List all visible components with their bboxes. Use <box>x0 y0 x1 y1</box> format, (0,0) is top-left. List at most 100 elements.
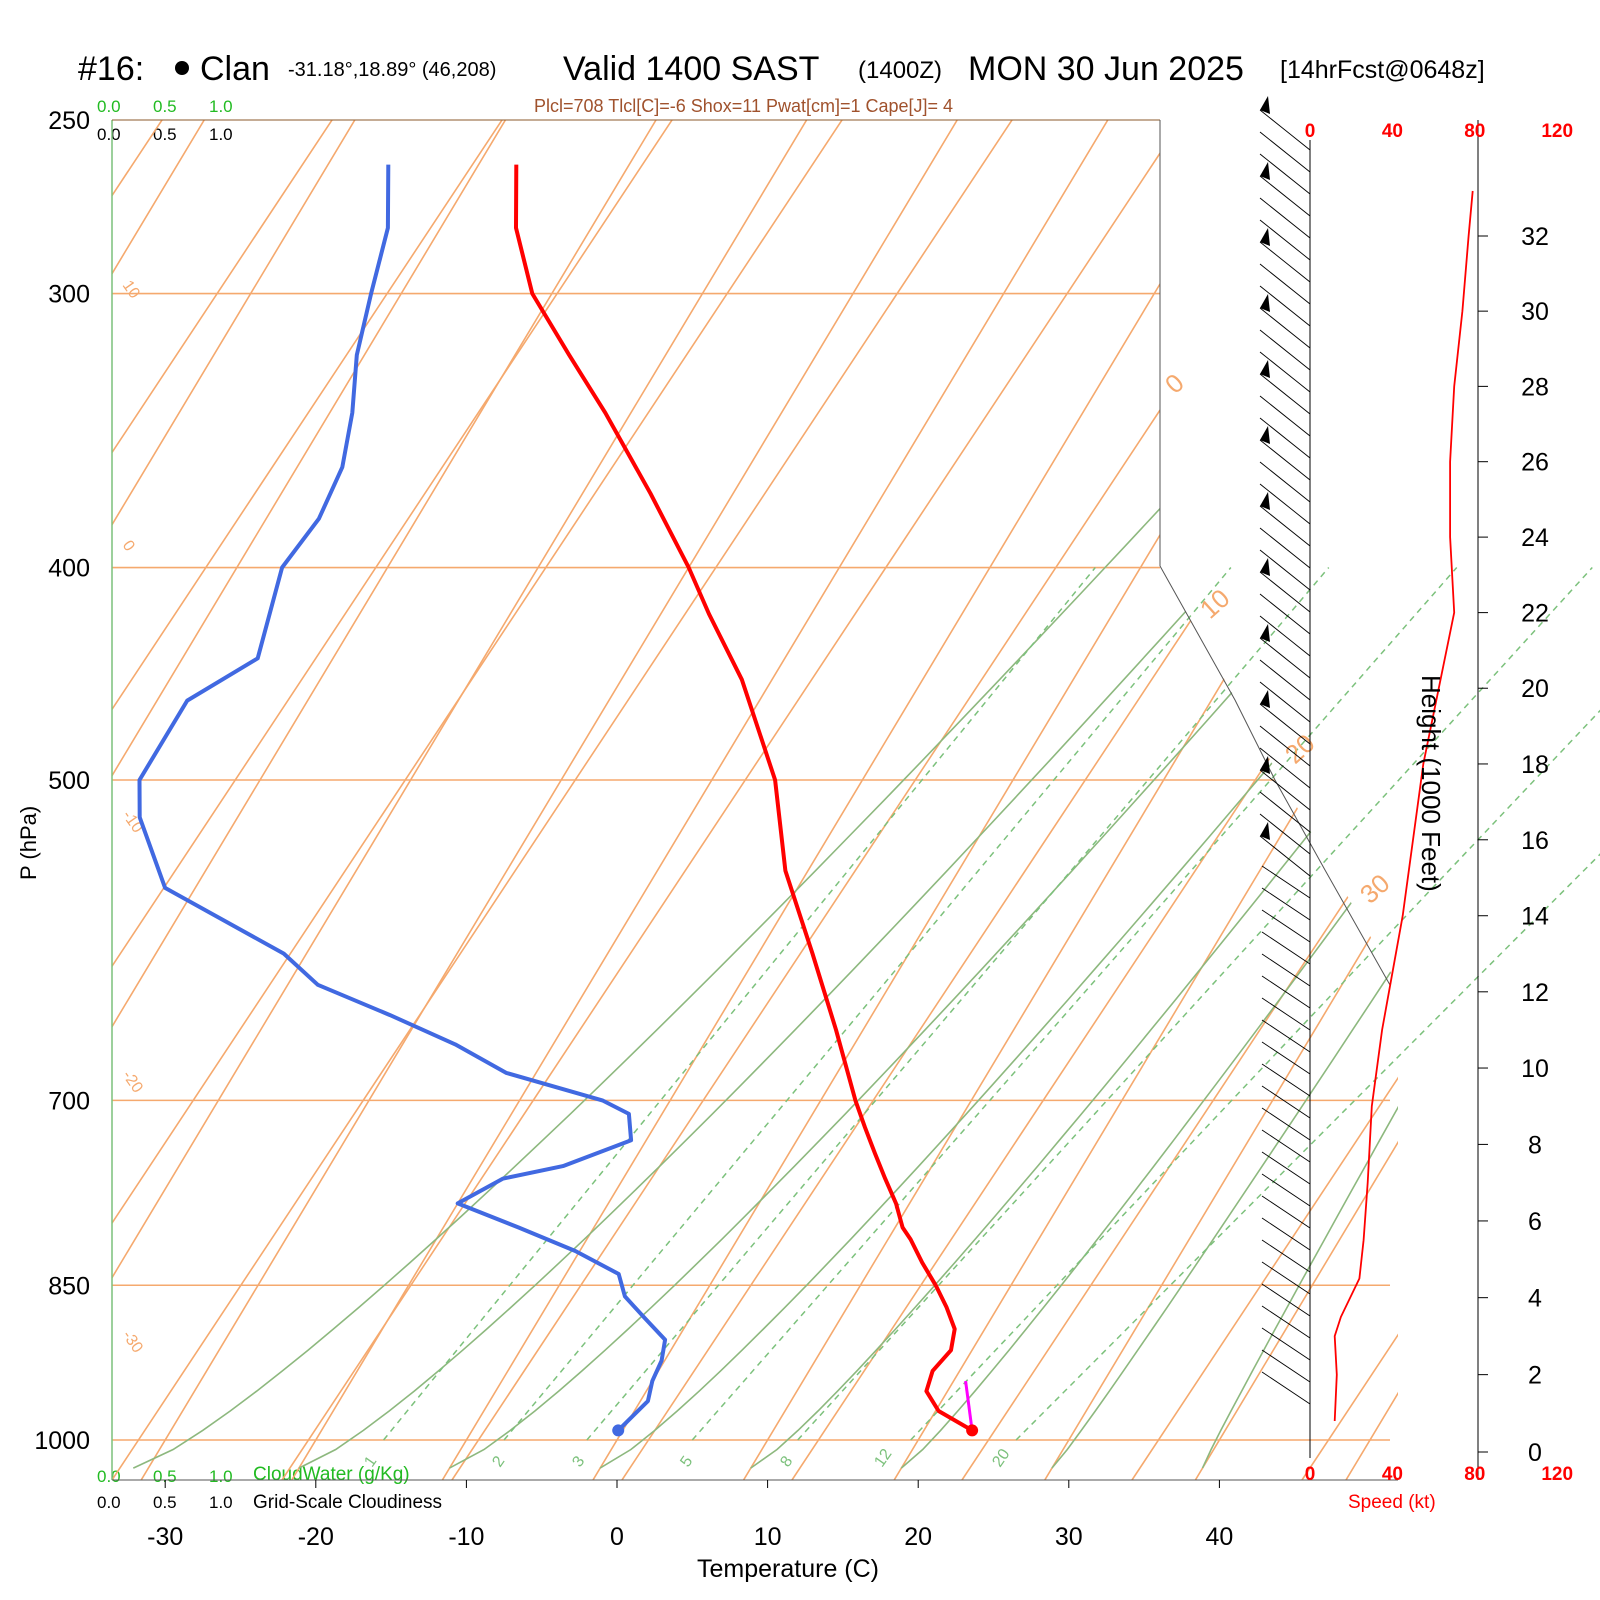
moist-adiabat-line <box>132 120 1398 1469</box>
cloudwater-scale-top: 0.0 0.5 1.0 <box>97 97 233 116</box>
wind-barb-flag-icon <box>1260 426 1270 444</box>
speed-tick-label-bottom: 40 <box>1382 1464 1403 1485</box>
temperature-axis: -30 -20 -10 0 10 20 30 40 <box>147 1480 1233 1551</box>
wind-barb <box>1259 219 1311 261</box>
wind-barb <box>1259 659 1311 701</box>
isotherm-line <box>287 120 1109 1480</box>
isotherm-label: 10 <box>119 278 143 302</box>
mixing-ratio-line <box>910 709 1600 1441</box>
parcel-line <box>964 1380 974 1431</box>
dry-adiabat-line <box>112 120 333 1480</box>
wind-barbs <box>1259 96 1311 1405</box>
wind-speed-line <box>1333 190 1474 1422</box>
x-tick-label: 10 <box>754 1523 782 1551</box>
speed-axis-label: Speed (kt) <box>1348 1492 1436 1513</box>
isotherm-line <box>112 120 657 1480</box>
speed-tick-label-bottom: 0 <box>1305 1464 1316 1485</box>
mixing-ratio-label: 8 <box>777 1453 796 1470</box>
scale-value: 0.5 <box>153 97 177 116</box>
wind-barb <box>1259 307 1311 349</box>
wind-barb <box>1259 571 1311 613</box>
height-tick-label: 10 <box>1521 1055 1549 1083</box>
mixing-ratio-label: 20 <box>989 1446 1013 1470</box>
isotherm-line <box>112 120 808 1480</box>
scale-value: 1.0 <box>209 1493 233 1512</box>
x-tick-label: 30 <box>1055 1523 1083 1551</box>
wind-barb <box>1259 769 1311 811</box>
forecast-info: [14hrFcst@0648z] <box>1280 56 1485 84</box>
mixing-ratio-line <box>586 567 1330 1441</box>
wind-barb <box>1261 953 1311 987</box>
wind-barb <box>1261 1239 1311 1273</box>
height-tick-label: 2 <box>1528 1362 1542 1390</box>
wind-barb <box>1261 1019 1311 1053</box>
dry-adiabat-line <box>112 120 673 1480</box>
isotherm-line <box>112 120 205 1480</box>
wind-barb <box>1259 351 1311 393</box>
height-tick-label: 18 <box>1521 751 1549 779</box>
isotherm-line <box>588 120 1398 1480</box>
wind-barb-flag-icon <box>1260 360 1270 378</box>
wind-barb <box>1261 1217 1311 1251</box>
pressure-axis: 250 300 400 500 700 850 1000 <box>34 107 90 1455</box>
height-tick-label: 0 <box>1528 1439 1542 1467</box>
wind-barb <box>1261 1371 1311 1405</box>
dry-adiabat-line <box>1301 120 1398 1480</box>
wind-barb-flag-icon <box>1260 294 1270 312</box>
station-name: Clan <box>200 50 270 88</box>
dry-adiabat-line <box>281 120 1183 1480</box>
wind-barb <box>1259 593 1311 635</box>
surface-dewpoint-dot <box>612 1424 625 1437</box>
speed-tick-label-top: 80 <box>1464 121 1485 142</box>
wind-barb <box>1261 931 1311 965</box>
dewpoint-line <box>137 164 668 1432</box>
wind-barb <box>1261 1085 1311 1119</box>
wind-barb-flag-icon <box>1260 690 1270 708</box>
pressure-tick-label: 250 <box>48 107 90 135</box>
mixing-ratio-line <box>503 567 1232 1441</box>
isotherm-line <box>739 120 1398 1480</box>
isotherm-label: 0 <box>119 538 138 555</box>
isotherm-lines <box>112 120 1398 1480</box>
speed-tick-label-top: 40 <box>1382 121 1403 142</box>
x-tick-label: -30 <box>147 1523 183 1551</box>
pressure-tick-label: 500 <box>48 767 90 795</box>
scale-value: 0.0 <box>97 97 121 116</box>
isotherm-line <box>889 120 1398 1480</box>
wind-barb <box>1259 747 1311 789</box>
wind-barb <box>1261 887 1311 921</box>
isotherm-line <box>1190 120 1398 1480</box>
cloudiness-scale-bottom: 0.0 0.5 1.0 Grid-Scale Cloudiness <box>97 1492 442 1513</box>
wind-barb <box>1259 637 1311 679</box>
cloudwater-legend: CloudWater (g/Kg) <box>253 1464 410 1485</box>
wind-barb-flag-icon <box>1260 162 1270 180</box>
height-tick-label: 6 <box>1528 1208 1542 1236</box>
temperature-axis-label: Temperature (C) <box>697 1555 879 1583</box>
wind-barb-flag-icon <box>1260 492 1270 510</box>
scale-value: 0.5 <box>153 125 177 144</box>
wind-barb <box>1261 1107 1311 1141</box>
dry-adiabat-line <box>621 120 1398 1480</box>
wind-barb <box>1259 505 1311 547</box>
wind-barb <box>1259 241 1311 283</box>
scale-value: 0.0 <box>97 125 121 144</box>
wind-barb <box>1259 131 1311 173</box>
x-tick-label: -20 <box>298 1523 334 1551</box>
height-tick-label: 12 <box>1521 979 1549 1007</box>
wind-barb <box>1259 835 1311 877</box>
isotherm-label: 30 <box>1354 868 1396 910</box>
pressure-tick-label: 1000 <box>34 1427 90 1455</box>
pressure-tick-label: 700 <box>48 1087 90 1115</box>
wind-barb <box>1259 725 1311 767</box>
wind-barb <box>1259 329 1311 371</box>
wind-barb <box>1261 909 1311 943</box>
wind-barb-flag-icon <box>1260 624 1270 642</box>
wind-barb <box>1261 1041 1311 1075</box>
isotherm-line <box>112 120 507 1480</box>
surface-temperature-dot <box>966 1424 979 1437</box>
scale-value: 0.0 <box>97 1493 121 1512</box>
height-tick-label: 16 <box>1521 827 1549 855</box>
wind-barb <box>1259 527 1311 569</box>
mixing-ratio-label: 3 <box>569 1453 588 1470</box>
